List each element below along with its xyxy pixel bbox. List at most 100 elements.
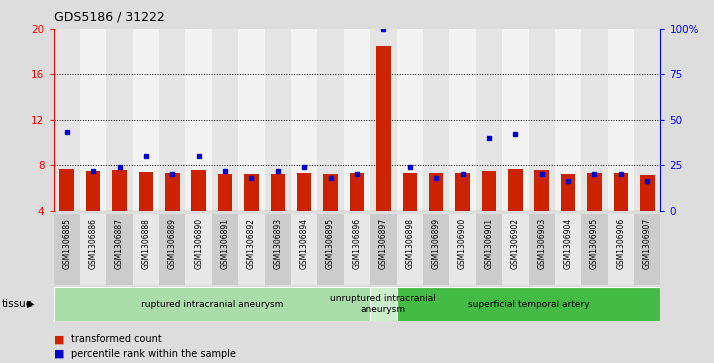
Bar [297,173,311,211]
Bar [608,214,634,285]
Text: GSM1306896: GSM1306896 [353,218,361,269]
Text: GSM1306907: GSM1306907 [643,218,652,269]
Text: ■: ■ [54,349,64,359]
Bar [370,29,396,211]
Text: GSM1306888: GSM1306888 [141,218,151,269]
Bar [581,214,608,285]
Bar [80,29,106,211]
Bar [218,174,232,211]
Bar [191,170,206,211]
Bar [449,29,476,211]
Bar [396,29,423,211]
Bar [350,173,364,211]
Bar [535,170,549,211]
Text: GSM1306900: GSM1306900 [458,218,467,269]
Bar [482,171,496,211]
Bar [376,46,391,211]
Bar [370,287,396,321]
Bar [244,174,258,211]
Bar [423,214,449,285]
Bar [86,171,101,211]
Bar [112,170,127,211]
Bar [449,214,476,285]
Bar [403,173,417,211]
Bar [238,214,265,285]
Bar [80,214,106,285]
Bar [265,29,291,211]
Text: GSM1306886: GSM1306886 [89,218,98,269]
Text: GSM1306891: GSM1306891 [221,218,230,269]
Bar [502,214,528,285]
Text: GSM1306899: GSM1306899 [432,218,441,269]
Text: GSM1306895: GSM1306895 [326,218,335,269]
Bar [456,173,470,211]
Bar [581,29,608,211]
Text: unruptured intracranial
aneurysm: unruptured intracranial aneurysm [331,294,436,314]
Bar [212,214,238,285]
Bar [528,214,555,285]
Bar [476,29,502,211]
Bar [344,214,370,285]
Text: GSM1306901: GSM1306901 [484,218,493,269]
Bar [555,29,581,211]
Bar [265,214,291,285]
Bar [291,29,318,211]
Bar [54,29,80,211]
Bar [634,29,660,211]
Text: percentile rank within the sample: percentile rank within the sample [71,349,236,359]
Text: superficial temporal artery: superficial temporal artery [468,299,589,309]
Bar [271,174,285,211]
Text: GSM1306893: GSM1306893 [273,218,282,269]
Text: GSM1306894: GSM1306894 [300,218,308,269]
Bar [238,29,265,211]
Bar [396,287,660,321]
Text: ruptured intracranial aneurysm: ruptured intracranial aneurysm [141,299,283,309]
Bar [133,29,159,211]
Bar [212,29,238,211]
Bar [106,214,133,285]
Bar [423,29,449,211]
Text: GSM1306903: GSM1306903 [537,218,546,269]
Bar [54,214,80,285]
Bar [318,214,344,285]
Text: GSM1306885: GSM1306885 [62,218,71,269]
Bar [396,214,423,285]
Text: ▶: ▶ [27,299,35,309]
Text: GSM1306890: GSM1306890 [194,218,203,269]
Bar [186,29,212,211]
Bar [640,175,655,211]
Bar [133,214,159,285]
Bar [555,214,581,285]
Bar [159,29,186,211]
Text: GSM1306898: GSM1306898 [406,218,414,269]
Bar [186,214,212,285]
Bar [323,174,338,211]
Text: GSM1306906: GSM1306906 [616,218,625,269]
Text: GSM1306889: GSM1306889 [168,218,177,269]
Bar [560,174,575,211]
Text: GSM1306902: GSM1306902 [511,218,520,269]
Text: GSM1306887: GSM1306887 [115,218,124,269]
Text: ■: ■ [54,334,64,344]
Text: tissue: tissue [2,299,34,309]
Bar [508,168,523,211]
Bar [106,29,133,211]
Bar [502,29,528,211]
Text: GSM1306897: GSM1306897 [379,218,388,269]
Bar [613,173,628,211]
Bar [139,172,154,211]
Text: GSM1306892: GSM1306892 [247,218,256,269]
Bar [476,214,502,285]
Text: GDS5186 / 31222: GDS5186 / 31222 [54,11,164,24]
Bar [318,29,344,211]
Bar [370,214,396,285]
Text: transformed count: transformed count [71,334,162,344]
Bar [429,173,443,211]
Bar [528,29,555,211]
Bar [54,287,370,321]
Text: GSM1306904: GSM1306904 [563,218,573,269]
Bar [291,214,318,285]
Text: GSM1306905: GSM1306905 [590,218,599,269]
Bar [587,173,602,211]
Bar [344,29,370,211]
